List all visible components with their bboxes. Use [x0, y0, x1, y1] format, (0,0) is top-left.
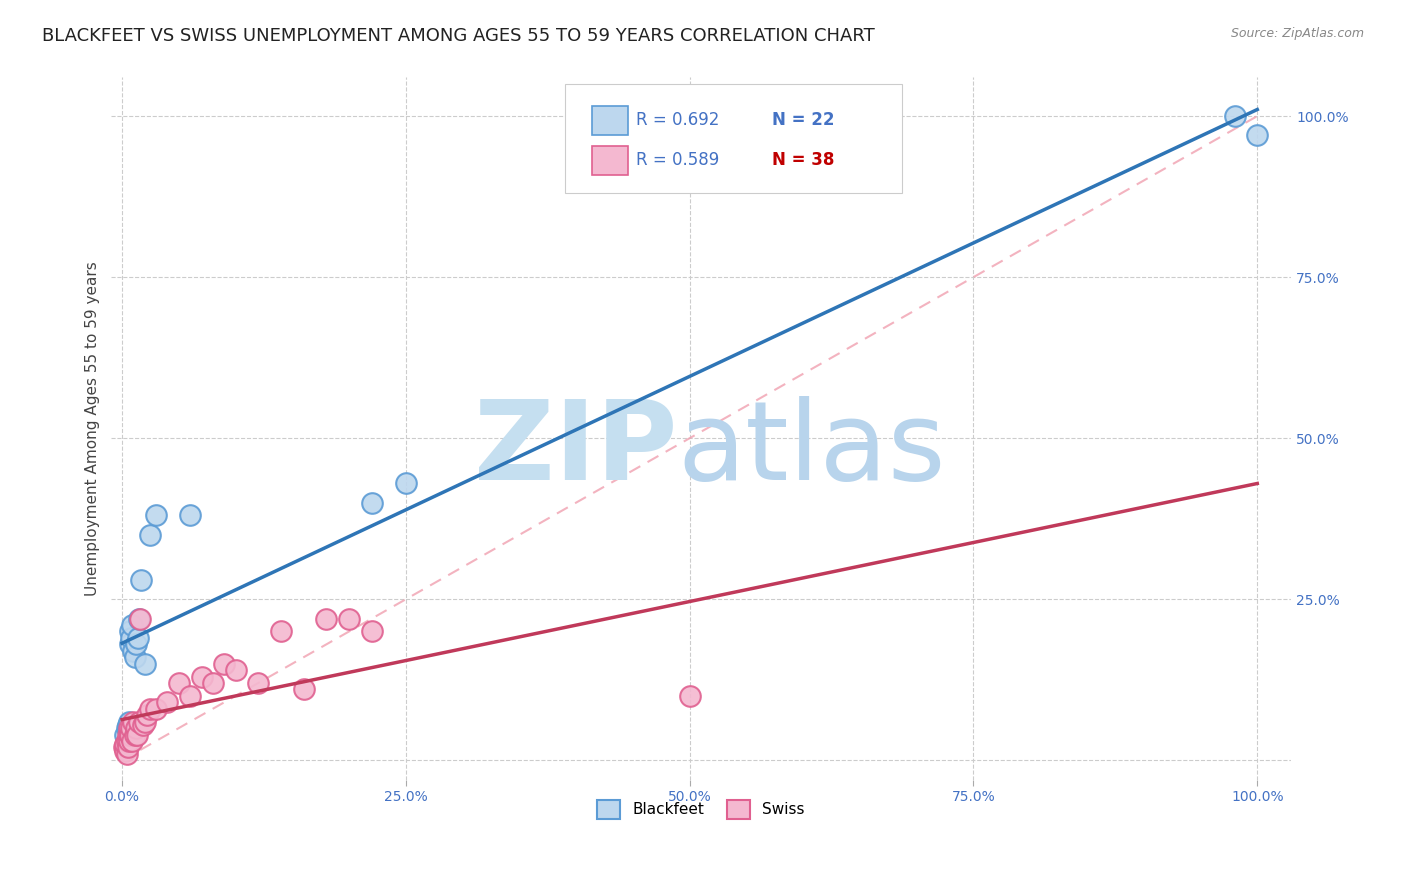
Point	[156, 695, 179, 709]
Point	[118, 624, 141, 639]
Point	[125, 727, 148, 741]
Point	[124, 727, 146, 741]
Point	[270, 624, 292, 639]
Point	[145, 702, 167, 716]
Point	[360, 495, 382, 509]
Text: N = 22: N = 22	[772, 112, 834, 129]
Point	[121, 734, 143, 748]
Point	[315, 611, 337, 625]
Point	[118, 721, 141, 735]
Text: BLACKFEET VS SWISS UNEMPLOYMENT AMONG AGES 55 TO 59 YEARS CORRELATION CHART: BLACKFEET VS SWISS UNEMPLOYMENT AMONG AG…	[42, 27, 875, 45]
Point	[679, 689, 702, 703]
Point	[179, 689, 201, 703]
Text: R = 0.692: R = 0.692	[636, 112, 720, 129]
Text: R = 0.589: R = 0.589	[636, 152, 720, 169]
FancyBboxPatch shape	[592, 105, 628, 135]
Point	[114, 743, 136, 757]
Point	[1223, 109, 1246, 123]
Point	[337, 611, 360, 625]
Point	[117, 740, 139, 755]
Point	[125, 637, 148, 651]
Point	[212, 657, 235, 671]
Point	[139, 702, 162, 716]
Point	[118, 714, 141, 729]
Point	[112, 740, 135, 755]
Point	[122, 644, 145, 658]
Point	[1246, 128, 1268, 143]
Point	[134, 657, 156, 671]
Point	[134, 714, 156, 729]
Point	[124, 650, 146, 665]
Point	[139, 528, 162, 542]
Point	[360, 624, 382, 639]
FancyBboxPatch shape	[565, 85, 901, 194]
Point	[118, 727, 141, 741]
Point	[131, 718, 153, 732]
Point	[115, 734, 138, 748]
Point	[114, 737, 136, 751]
Point	[114, 727, 136, 741]
Point	[190, 669, 212, 683]
Point	[131, 573, 153, 587]
Text: N = 38: N = 38	[772, 152, 834, 169]
Point	[129, 611, 152, 625]
Point	[128, 714, 150, 729]
Point	[118, 734, 141, 748]
Point	[122, 714, 145, 729]
Legend: Blackfeet, Swiss: Blackfeet, Swiss	[591, 794, 811, 824]
Text: atlas: atlas	[678, 396, 946, 503]
Point	[115, 721, 138, 735]
FancyBboxPatch shape	[592, 145, 628, 175]
Point	[120, 631, 142, 645]
Point	[115, 747, 138, 761]
Point	[128, 611, 150, 625]
Point	[120, 721, 142, 735]
Point	[292, 682, 315, 697]
Point	[225, 663, 247, 677]
Text: ZIP: ZIP	[474, 396, 678, 503]
Point	[179, 508, 201, 523]
Y-axis label: Unemployment Among Ages 55 to 59 years: Unemployment Among Ages 55 to 59 years	[86, 261, 100, 596]
Point	[201, 676, 224, 690]
Point	[145, 508, 167, 523]
Point	[125, 721, 148, 735]
Point	[395, 476, 418, 491]
Point	[117, 718, 139, 732]
Point	[118, 637, 141, 651]
Point	[167, 676, 190, 690]
Point	[247, 676, 270, 690]
Point	[127, 631, 149, 645]
Point	[136, 708, 159, 723]
Text: Source: ZipAtlas.com: Source: ZipAtlas.com	[1230, 27, 1364, 40]
Point	[118, 727, 141, 741]
Point	[117, 727, 139, 741]
Point	[121, 618, 143, 632]
